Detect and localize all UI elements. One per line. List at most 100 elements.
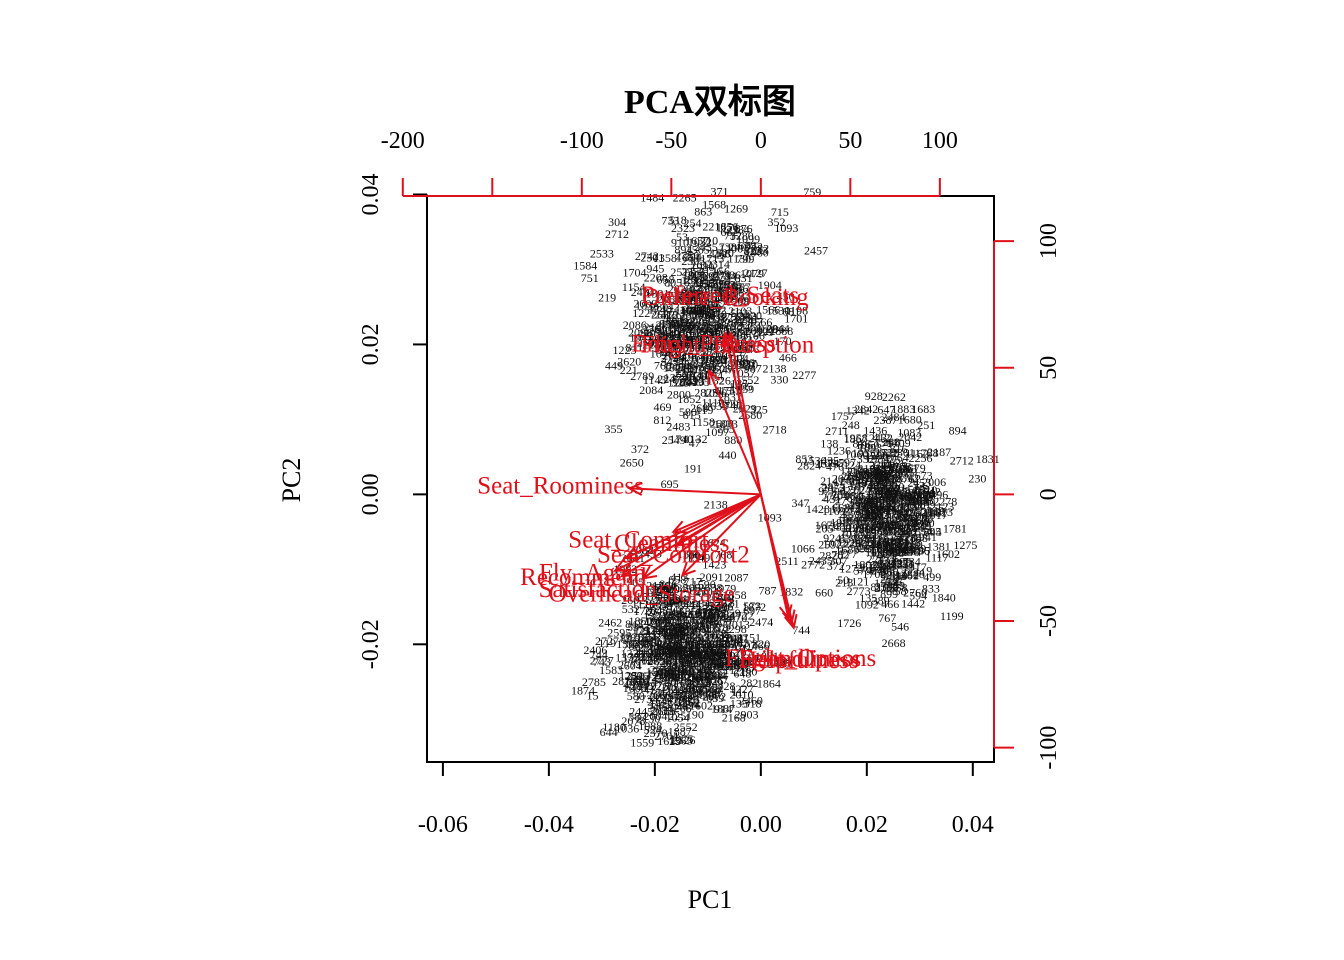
score-point-label: 1963 bbox=[671, 341, 695, 355]
score-point-label: 2194 bbox=[870, 518, 894, 532]
score-point-label: 1624 bbox=[656, 685, 680, 699]
score-point-label: 1289 bbox=[661, 624, 685, 638]
score-point-label: 820 bbox=[752, 637, 770, 651]
score-point-label: 395 bbox=[692, 375, 710, 389]
score-point-label: 804 bbox=[679, 375, 697, 389]
score-point-label: 1579 bbox=[902, 461, 926, 475]
score-point-label: 1017 bbox=[706, 654, 730, 668]
score-point-label: 2712 bbox=[950, 454, 974, 468]
top-tick-label: 50 bbox=[838, 128, 862, 154]
score-point-label: 1852 bbox=[677, 392, 701, 406]
score-point-label: 2837 bbox=[718, 390, 742, 404]
score-point-label: 2810 bbox=[624, 631, 648, 645]
score-point-label: 2734 bbox=[885, 558, 909, 572]
score-point-label: 9 bbox=[926, 563, 932, 577]
score-point-label: 2265 bbox=[719, 315, 743, 329]
score-point-label: 306 bbox=[886, 544, 904, 558]
score-point-label: 213 bbox=[835, 575, 853, 589]
score-point-label: 1917 bbox=[924, 508, 948, 522]
right-tick-label: -100 bbox=[1036, 726, 1062, 770]
score-point-label: 2299 bbox=[703, 640, 727, 654]
score-point-label: 1060 bbox=[713, 288, 737, 302]
score-point-label: 1643 bbox=[889, 544, 913, 558]
score-point-label: 2221 bbox=[839, 484, 863, 498]
score-point-label: 380 bbox=[672, 670, 690, 684]
score-point-label: 1243 bbox=[721, 352, 745, 366]
score-point-label: 1500 bbox=[657, 594, 681, 608]
score-point-label: 2190 bbox=[733, 664, 757, 678]
score-point-label: 648 bbox=[733, 666, 751, 680]
score-point-label: 2851 bbox=[695, 295, 719, 309]
score-point-label: 67 bbox=[659, 330, 671, 344]
score-point-label: 1566 bbox=[748, 315, 772, 329]
score-point-label: 2520 bbox=[707, 657, 731, 671]
score-point-label: 2776 bbox=[847, 465, 871, 479]
score-point-label: 2797 bbox=[835, 494, 859, 508]
score-point-label: 2442 bbox=[659, 342, 683, 356]
score-point-label: 816 bbox=[870, 580, 888, 594]
score-point-label: 644 bbox=[600, 725, 618, 739]
score-point-label: 2672 bbox=[702, 297, 726, 311]
score-point-label: 715 bbox=[771, 205, 789, 219]
score-point-label: 667 bbox=[676, 367, 694, 381]
score-point-label: 945 bbox=[646, 261, 664, 275]
score-point-label: 499 bbox=[863, 512, 881, 526]
score-point-label: 640 bbox=[864, 466, 882, 480]
score-point-label: 1428 bbox=[806, 502, 830, 516]
score-point-label: 1587 bbox=[705, 673, 729, 687]
score-point-label: 677 bbox=[667, 639, 685, 653]
score-point-label: 587 bbox=[628, 710, 646, 724]
score-point-label: 1958 bbox=[844, 431, 868, 445]
score-point-label: 1849 bbox=[884, 569, 908, 583]
score-point-label: 132 bbox=[877, 554, 895, 568]
score-point-label: 2744 bbox=[720, 631, 744, 645]
score-point-label: 1359 bbox=[717, 284, 741, 298]
score-point-label: 711 bbox=[718, 663, 736, 677]
score-point-label: 352 bbox=[768, 215, 786, 229]
arrow-head bbox=[778, 604, 793, 621]
loading-arrow bbox=[625, 493, 762, 559]
score-point-label: 386 bbox=[723, 268, 741, 282]
score-point-label: 170 bbox=[774, 334, 792, 348]
score-point-label: 672 bbox=[674, 670, 692, 684]
score-point-label: 2536 bbox=[725, 282, 749, 296]
score-point-label: 230 bbox=[968, 471, 986, 485]
score-point-label: 1357 bbox=[696, 598, 720, 612]
score-point-label: 1882 bbox=[676, 618, 700, 632]
score-point-label: 1286 bbox=[659, 625, 683, 639]
score-point-label: 894 bbox=[949, 424, 967, 438]
score-point-label: 1158 bbox=[661, 624, 685, 638]
score-point-label: 2740 bbox=[626, 677, 650, 691]
variable-label: Seat_Roominess bbox=[477, 472, 644, 499]
score-point-label: 1713 bbox=[673, 372, 697, 386]
score-point-label: 125 bbox=[696, 637, 714, 651]
score-point-label: 1092 bbox=[855, 597, 879, 611]
score-point-label: 279 bbox=[821, 490, 839, 504]
right-tick-label: 0 bbox=[1036, 488, 1062, 500]
loading-arrow bbox=[621, 493, 762, 577]
score-point-label: 280 bbox=[898, 488, 916, 502]
score-point-label: 395 bbox=[686, 373, 704, 387]
variable-label: Entry_Process bbox=[631, 331, 775, 358]
score-point-label: 2478 bbox=[673, 350, 697, 364]
score-point-label: 1129 bbox=[831, 501, 855, 515]
score-point-label: 2893 bbox=[680, 306, 704, 320]
score-point-label: 2836 bbox=[895, 545, 919, 559]
score-point-label: 471 bbox=[870, 559, 888, 573]
score-point-label: 2472 bbox=[871, 514, 895, 528]
score-point-label: 1032 bbox=[678, 288, 702, 302]
score-point-label: 1565 bbox=[686, 243, 710, 257]
score-point-label: 839 bbox=[839, 532, 857, 546]
score-point-label: 361 bbox=[648, 322, 666, 336]
right-tick-label: -50 bbox=[1036, 605, 1062, 637]
score-point-label: 2004 bbox=[643, 709, 667, 723]
score-point-label: 2666 bbox=[921, 505, 945, 519]
score-point-label: 2889 bbox=[684, 315, 708, 329]
score-point-label: 1937 bbox=[733, 357, 757, 371]
score-point-label: 2704 bbox=[695, 585, 719, 599]
score-point-label: 369 bbox=[627, 636, 645, 650]
score-point-label: 497 bbox=[623, 678, 641, 692]
score-point-label: 1925 bbox=[709, 654, 733, 668]
score-point-label: 1530 bbox=[766, 304, 790, 318]
score-point-label: 1505 bbox=[676, 287, 700, 301]
